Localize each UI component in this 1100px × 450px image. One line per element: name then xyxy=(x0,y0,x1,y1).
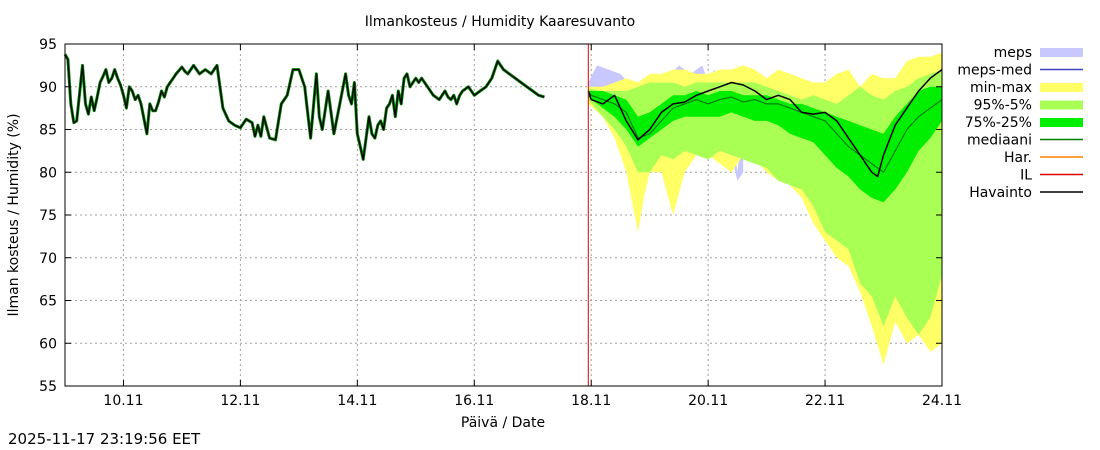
legend-swatch-meps xyxy=(1040,48,1083,57)
x-tick-label: 10.11 xyxy=(103,393,143,409)
x-tick-label: 24.11 xyxy=(922,393,962,409)
legend-label-har: Har. xyxy=(1004,150,1032,166)
y-tick-label: 85 xyxy=(39,123,57,139)
legend-swatch-minmax xyxy=(1040,83,1083,92)
x-tick-label: 12.11 xyxy=(220,393,260,409)
legend-label-p95_5: 95%-5% xyxy=(974,98,1032,114)
legend-label-p75_25: 75%-25% xyxy=(965,115,1032,131)
chart-title: Ilmankosteus / Humidity Kaaresuvanto xyxy=(365,14,636,30)
y-tick-label: 80 xyxy=(39,165,57,181)
x-tick-label: 16.11 xyxy=(454,393,494,409)
y-axis-label: Ilman kosteus / Humidity (%) xyxy=(6,113,22,316)
y-tick-label: 70 xyxy=(39,251,57,267)
y-tick-label: 55 xyxy=(39,379,57,395)
p75-25-band xyxy=(588,86,942,203)
x-tick-label: 22.11 xyxy=(805,393,845,409)
humidity-chart: 55 60 65 70 75 80 85 90 95 10.11 12.11 14.11 16.11 18… xyxy=(6,14,1083,430)
forecast-line xyxy=(587,68,943,178)
y-tick-label: 90 xyxy=(39,80,57,96)
y-tick-label: 65 xyxy=(39,294,57,310)
y-tick-label: 75 xyxy=(39,208,57,224)
timestamp-footer: 2025-11-17 23:19:56 EET xyxy=(8,430,201,448)
x-axis-label: Päivä / Date xyxy=(461,415,545,430)
series-lines xyxy=(63,44,943,386)
legend-label-il: IL xyxy=(1020,168,1032,184)
legend-label-median: mediaani xyxy=(967,133,1032,149)
legend-label-minmax: min-max xyxy=(970,80,1032,96)
axis-ticks: 55 60 65 70 75 80 85 90 95 10.11 12.11 14.11 16.11 18… xyxy=(39,37,962,409)
y-tick-label: 60 xyxy=(39,336,57,352)
x-tick-label: 18.11 xyxy=(571,393,611,409)
legend-swatch-p95_5 xyxy=(1040,100,1083,110)
x-tick-label: 14.11 xyxy=(337,393,377,409)
x-tick-label: 20.11 xyxy=(688,393,728,409)
legend-label-meps_med: meps-med xyxy=(957,63,1032,79)
forecast-bands xyxy=(588,52,942,365)
observation-line xyxy=(64,53,545,161)
y-tick-label: 95 xyxy=(39,37,57,53)
legend-label-meps: meps xyxy=(994,45,1032,61)
legend-swatch-p75_25 xyxy=(1040,118,1083,127)
legend-label-obs: Havainto xyxy=(969,185,1032,201)
